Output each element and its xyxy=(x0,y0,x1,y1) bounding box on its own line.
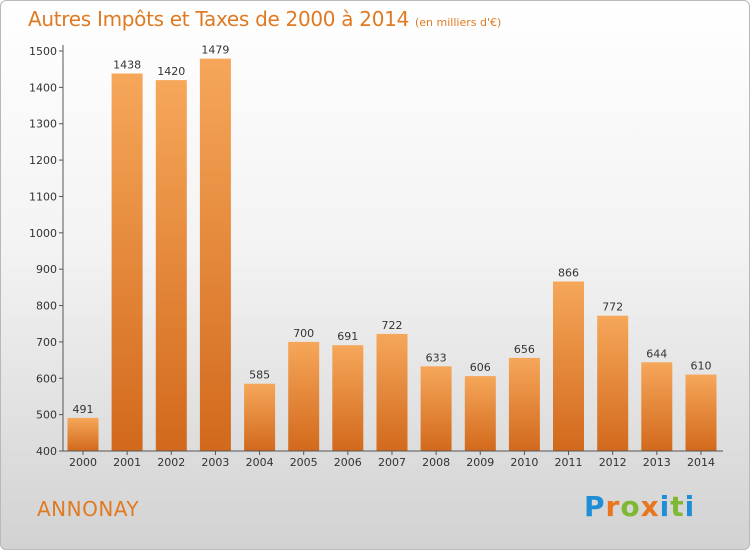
bar-2007 xyxy=(376,333,408,451)
bar-2014 xyxy=(685,374,717,451)
chart-title: Autres Impôts et Taxes de 2000 à 2014 (en… xyxy=(28,7,501,31)
brand-letter: o xyxy=(620,490,641,523)
data-label-2014: 610 xyxy=(691,360,712,373)
chart-title-text: Autres Impôts et Taxes de 2000 à 2014 xyxy=(28,7,409,31)
bar-2000 xyxy=(67,417,99,451)
data-label-2008: 633 xyxy=(426,351,447,364)
bar-2001 xyxy=(111,73,143,451)
y-tick-label-900: 900 xyxy=(36,263,57,276)
bar-2009 xyxy=(464,376,496,451)
bar-2006 xyxy=(332,345,364,451)
bar-2010 xyxy=(508,357,540,451)
y-tick-label-500: 500 xyxy=(36,409,57,422)
bar-2002 xyxy=(155,80,187,451)
data-label-2007: 722 xyxy=(382,319,403,332)
data-label-2012: 772 xyxy=(602,301,623,314)
y-tick-label-1100: 1100 xyxy=(29,191,57,204)
x-tick-label-2004: 2004 xyxy=(246,456,274,469)
brand-logo: Proxiti xyxy=(584,490,695,523)
data-label-2000: 491 xyxy=(73,403,94,416)
y-tick-label-400: 400 xyxy=(36,445,57,458)
y-tick-label-1200: 1200 xyxy=(29,154,57,167)
x-tick-label-2002: 2002 xyxy=(157,456,185,469)
x-tick-label-2007: 2007 xyxy=(378,456,406,469)
x-tick-label-2008: 2008 xyxy=(422,456,450,469)
x-tick-label-2009: 2009 xyxy=(466,456,494,469)
bar-2003 xyxy=(199,58,231,451)
x-tick-label-2005: 2005 xyxy=(290,456,318,469)
x-tick-label-2013: 2013 xyxy=(643,456,671,469)
city-name: ANNONAY xyxy=(37,497,140,521)
data-label-2001: 1438 xyxy=(113,59,141,72)
data-label-2010: 656 xyxy=(514,343,535,356)
chart-unit-text: (en milliers d'€) xyxy=(415,16,502,29)
x-tick-label-2010: 2010 xyxy=(510,456,538,469)
data-label-2011: 866 xyxy=(558,267,579,280)
brand-letter: r xyxy=(605,490,621,523)
brand-letter: i xyxy=(684,490,696,523)
x-tick-label-2011: 2011 xyxy=(555,456,583,469)
data-label-2005: 700 xyxy=(293,327,314,340)
bars-group: 491 1438 1420 1479 585 700 691 722 633 606 656 866 7… xyxy=(67,44,717,451)
brand-letter: x xyxy=(640,490,660,523)
x-tick-label-2000: 2000 xyxy=(69,456,97,469)
y-tick-label-1300: 1300 xyxy=(29,118,57,131)
bar-2011 xyxy=(553,281,584,451)
data-label-2006: 691 xyxy=(337,330,358,343)
bar-2005 xyxy=(288,341,320,451)
brand-letter: i xyxy=(659,490,671,523)
x-tick-label-2006: 2006 xyxy=(334,456,362,469)
data-label-2009: 606 xyxy=(470,361,491,374)
x-tick-label-2001: 2001 xyxy=(113,456,141,469)
y-tick-label-1500: 1500 xyxy=(29,45,57,58)
brand-letter: P xyxy=(584,490,606,523)
data-label-2003: 1479 xyxy=(201,44,229,57)
data-label-2002: 1420 xyxy=(157,65,185,78)
x-tick-label-2014: 2014 xyxy=(687,456,715,469)
data-label-2004: 585 xyxy=(249,369,270,382)
axes-group: 2000 2001 2002 2003 2004 2005 2006 2007 2008 2009… xyxy=(29,45,723,469)
bar-2004 xyxy=(244,383,276,451)
x-tick-label-2012: 2012 xyxy=(599,456,627,469)
y-tick-label-800: 800 xyxy=(36,300,57,313)
bar-2013 xyxy=(641,362,673,451)
bar-2012 xyxy=(597,315,629,451)
y-tick-label-1000: 1000 xyxy=(29,227,57,240)
data-label-2013: 644 xyxy=(646,347,667,360)
y-tick-label-700: 700 xyxy=(36,336,57,349)
bar-2008 xyxy=(420,366,452,451)
y-tick-label-1400: 1400 xyxy=(29,81,57,94)
brand-letter: t xyxy=(670,490,685,523)
x-tick-label-2003: 2003 xyxy=(201,456,229,469)
y-tick-label-600: 600 xyxy=(36,372,57,385)
